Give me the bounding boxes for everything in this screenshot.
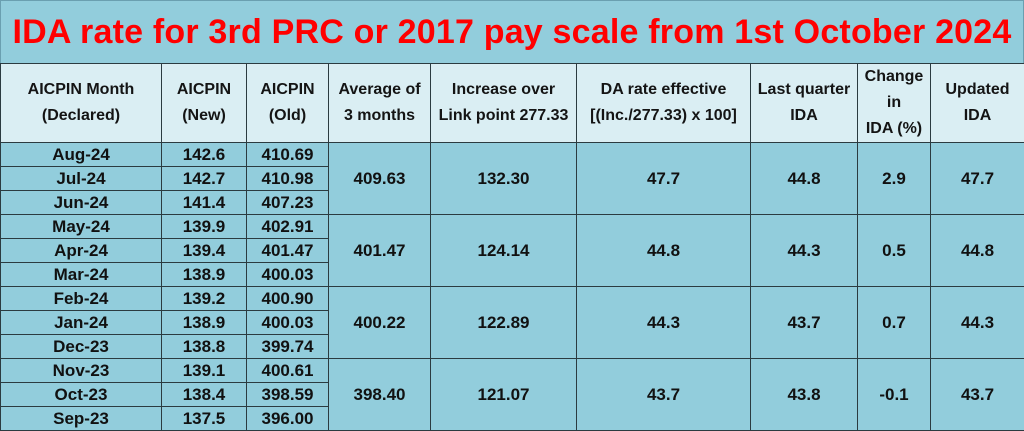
month-cell: Sep-23 <box>1 407 162 431</box>
aicpin-new-cell: 141.4 <box>162 191 247 215</box>
aicpin-old-cell: 400.61 <box>247 359 329 383</box>
da-rate-cell: 47.7 <box>577 143 751 215</box>
header-da-rate: DA rate effective[(Inc./277.33) x 100] <box>577 64 751 143</box>
da-rate-cell: 44.8 <box>577 215 751 287</box>
ida-table: AICPIN Month(Declared) AICPIN(New) AICPI… <box>0 63 1024 431</box>
aicpin-new-cell: 139.9 <box>162 215 247 239</box>
month-cell: May-24 <box>1 215 162 239</box>
da-rate-cell: 44.3 <box>577 287 751 359</box>
aicpin-old-cell: 401.47 <box>247 239 329 263</box>
da-rate-cell: 43.7 <box>577 359 751 431</box>
aicpin-new-cell: 142.7 <box>162 167 247 191</box>
aicpin-old-cell: 399.74 <box>247 335 329 359</box>
month-cell: Mar-24 <box>1 263 162 287</box>
table-row: Aug-24 142.6 410.69 409.63 132.30 47.7 4… <box>1 143 1024 167</box>
average-cell: 400.22 <box>329 287 431 359</box>
aicpin-new-cell: 137.5 <box>162 407 247 431</box>
page-title: IDA rate for 3rd PRC or 2017 pay scale f… <box>1 1 1023 63</box>
average-cell: 398.40 <box>329 359 431 431</box>
aicpin-old-cell: 400.03 <box>247 263 329 287</box>
month-cell: Oct-23 <box>1 383 162 407</box>
aicpin-new-cell: 139.2 <box>162 287 247 311</box>
aicpin-old-cell: 398.59 <box>247 383 329 407</box>
aicpin-new-cell: 138.4 <box>162 383 247 407</box>
last-quarter-ida-cell: 44.8 <box>751 143 858 215</box>
change-ida-cell: 2.9 <box>858 143 931 215</box>
month-cell: Apr-24 <box>1 239 162 263</box>
table-row: Nov-23 139.1 400.61 398.40 121.07 43.7 4… <box>1 359 1024 383</box>
last-quarter-ida-cell: 43.8 <box>751 359 858 431</box>
aicpin-new-cell: 139.4 <box>162 239 247 263</box>
increase-cell: 121.07 <box>431 359 577 431</box>
aicpin-old-cell: 410.98 <box>247 167 329 191</box>
aicpin-old-cell: 407.23 <box>247 191 329 215</box>
last-quarter-ida-cell: 43.7 <box>751 287 858 359</box>
increase-cell: 122.89 <box>431 287 577 359</box>
table-row: May-24 139.9 402.91 401.47 124.14 44.8 4… <box>1 215 1024 239</box>
header-aicpin-new: AICPIN(New) <box>162 64 247 143</box>
last-quarter-ida-cell: 44.3 <box>751 215 858 287</box>
aicpin-new-cell: 138.9 <box>162 311 247 335</box>
header-aicpin-old: AICPIN(Old) <box>247 64 329 143</box>
aicpin-old-cell: 410.69 <box>247 143 329 167</box>
updated-ida-cell: 43.7 <box>931 359 1024 431</box>
change-ida-cell: 0.7 <box>858 287 931 359</box>
change-ida-cell: 0.5 <box>858 215 931 287</box>
table-row: Feb-24 139.2 400.90 400.22 122.89 44.3 4… <box>1 287 1024 311</box>
month-cell: Nov-23 <box>1 359 162 383</box>
ida-rate-sheet: IDA rate for 3rd PRC or 2017 pay scale f… <box>0 0 1024 407</box>
aicpin-old-cell: 400.03 <box>247 311 329 335</box>
month-cell: Aug-24 <box>1 143 162 167</box>
aicpin-old-cell: 396.00 <box>247 407 329 431</box>
aicpin-old-cell: 400.90 <box>247 287 329 311</box>
month-cell: Dec-23 <box>1 335 162 359</box>
updated-ida-cell: 44.3 <box>931 287 1024 359</box>
month-cell: Jun-24 <box>1 191 162 215</box>
updated-ida-cell: 44.8 <box>931 215 1024 287</box>
aicpin-new-cell: 142.6 <box>162 143 247 167</box>
header-row: AICPIN Month(Declared) AICPIN(New) AICPI… <box>1 64 1024 143</box>
increase-cell: 124.14 <box>431 215 577 287</box>
aicpin-new-cell: 138.9 <box>162 263 247 287</box>
average-cell: 409.63 <box>329 143 431 215</box>
change-ida-cell: -0.1 <box>858 359 931 431</box>
updated-ida-cell: 47.7 <box>931 143 1024 215</box>
increase-cell: 132.30 <box>431 143 577 215</box>
aicpin-old-cell: 402.91 <box>247 215 329 239</box>
aicpin-new-cell: 139.1 <box>162 359 247 383</box>
average-cell: 401.47 <box>329 215 431 287</box>
month-cell: Jan-24 <box>1 311 162 335</box>
month-cell: Jul-24 <box>1 167 162 191</box>
aicpin-new-cell: 138.8 <box>162 335 247 359</box>
header-aicpin-month: AICPIN Month(Declared) <box>1 64 162 143</box>
month-cell: Feb-24 <box>1 287 162 311</box>
